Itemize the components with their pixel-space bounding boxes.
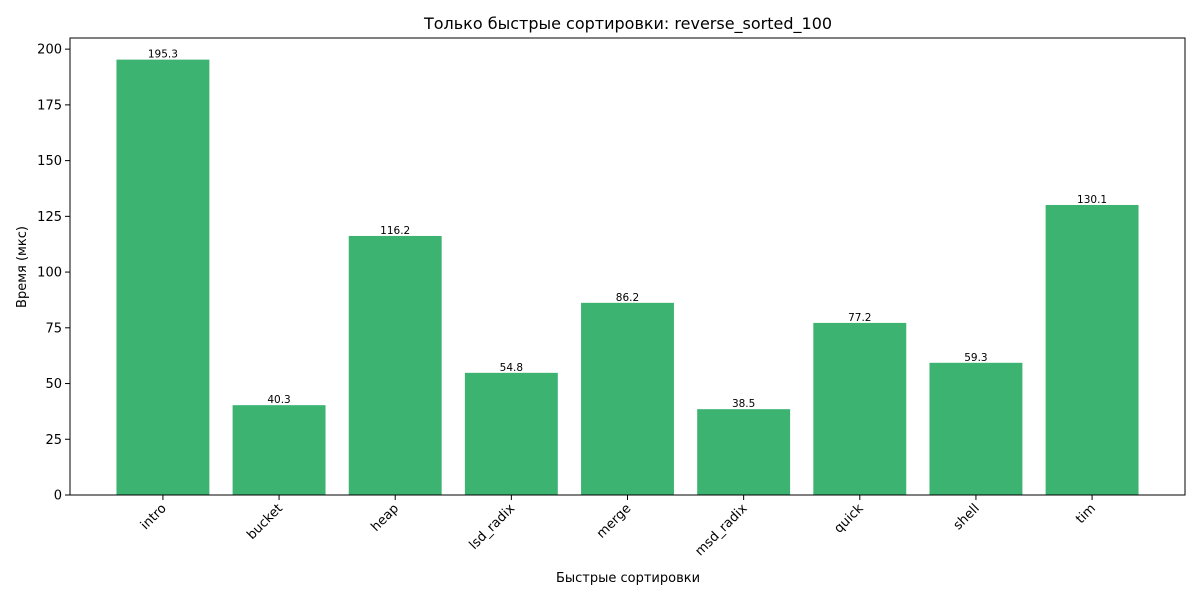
- x-tick-label-tim: tim: [1073, 501, 1099, 527]
- bar-msd-radix: [697, 409, 791, 495]
- x-tick-label-quick: quick: [831, 501, 867, 537]
- y-tick-label-175: 175: [37, 98, 62, 113]
- data-label-bucket: 40.3: [267, 394, 290, 406]
- y-tick-label-0: 0: [54, 489, 62, 504]
- bar-quick: [813, 322, 907, 495]
- bar-tim: [1045, 204, 1139, 495]
- chart-title: Только быстрые сортировки: reverse_sorte…: [423, 14, 832, 34]
- x-tick-label-bucket: bucket: [244, 501, 286, 543]
- x-tick-label-shell: shell: [951, 501, 983, 533]
- y-axis: 0 25 50 75 100 125 150 175 200: [37, 43, 70, 504]
- y-axis-label: Время (мкс): [15, 226, 30, 308]
- bar-bucket: [232, 405, 326, 495]
- x-tick-label-merge: merge: [594, 501, 634, 541]
- bar-heap: [348, 235, 442, 495]
- bar-shell: [929, 362, 1023, 495]
- bars-group: [116, 59, 1139, 495]
- y-tick-label-125: 125: [37, 210, 62, 225]
- data-label-shell: 59.3: [964, 352, 987, 364]
- y-tick-label-75: 75: [45, 321, 62, 336]
- x-axis: intro bucket heap lsd_radix merge msd_radix qu…: [138, 495, 1099, 559]
- y-tick-label-100: 100: [37, 266, 62, 281]
- data-label-lsd-radix: 54.8: [500, 362, 523, 374]
- plot-frame: [69, 37, 1186, 496]
- y-tick-label-50: 50: [45, 377, 62, 392]
- x-axis-label: Быстрые сортировки: [556, 571, 700, 586]
- x-tick-label-heap: heap: [368, 501, 402, 535]
- bar-lsd-radix: [464, 372, 558, 495]
- data-labels-group: 195.3 40.3 116.2 54.8 86.2 38.5 77.2 59.3 130.1: [148, 49, 1107, 411]
- data-label-merge: 86.2: [616, 292, 639, 304]
- bar-merge: [581, 302, 674, 495]
- data-label-quick: 77.2: [848, 312, 871, 324]
- bar-intro: [116, 59, 210, 495]
- y-tick-label-25: 25: [45, 433, 62, 448]
- x-tick-label-msd-radix: msd_radix: [692, 501, 750, 559]
- x-tick-label-lsd-radix: lsd_radix: [467, 501, 519, 553]
- y-tick-label-200: 200: [37, 43, 62, 58]
- data-label-heap: 116.2: [380, 225, 410, 237]
- y-tick-label-150: 150: [37, 154, 62, 169]
- data-label-tim: 130.1: [1077, 194, 1107, 206]
- data-label-intro: 195.3: [148, 49, 178, 61]
- data-label-msd-radix: 38.5: [732, 398, 755, 410]
- x-tick-label-intro: intro: [138, 501, 170, 533]
